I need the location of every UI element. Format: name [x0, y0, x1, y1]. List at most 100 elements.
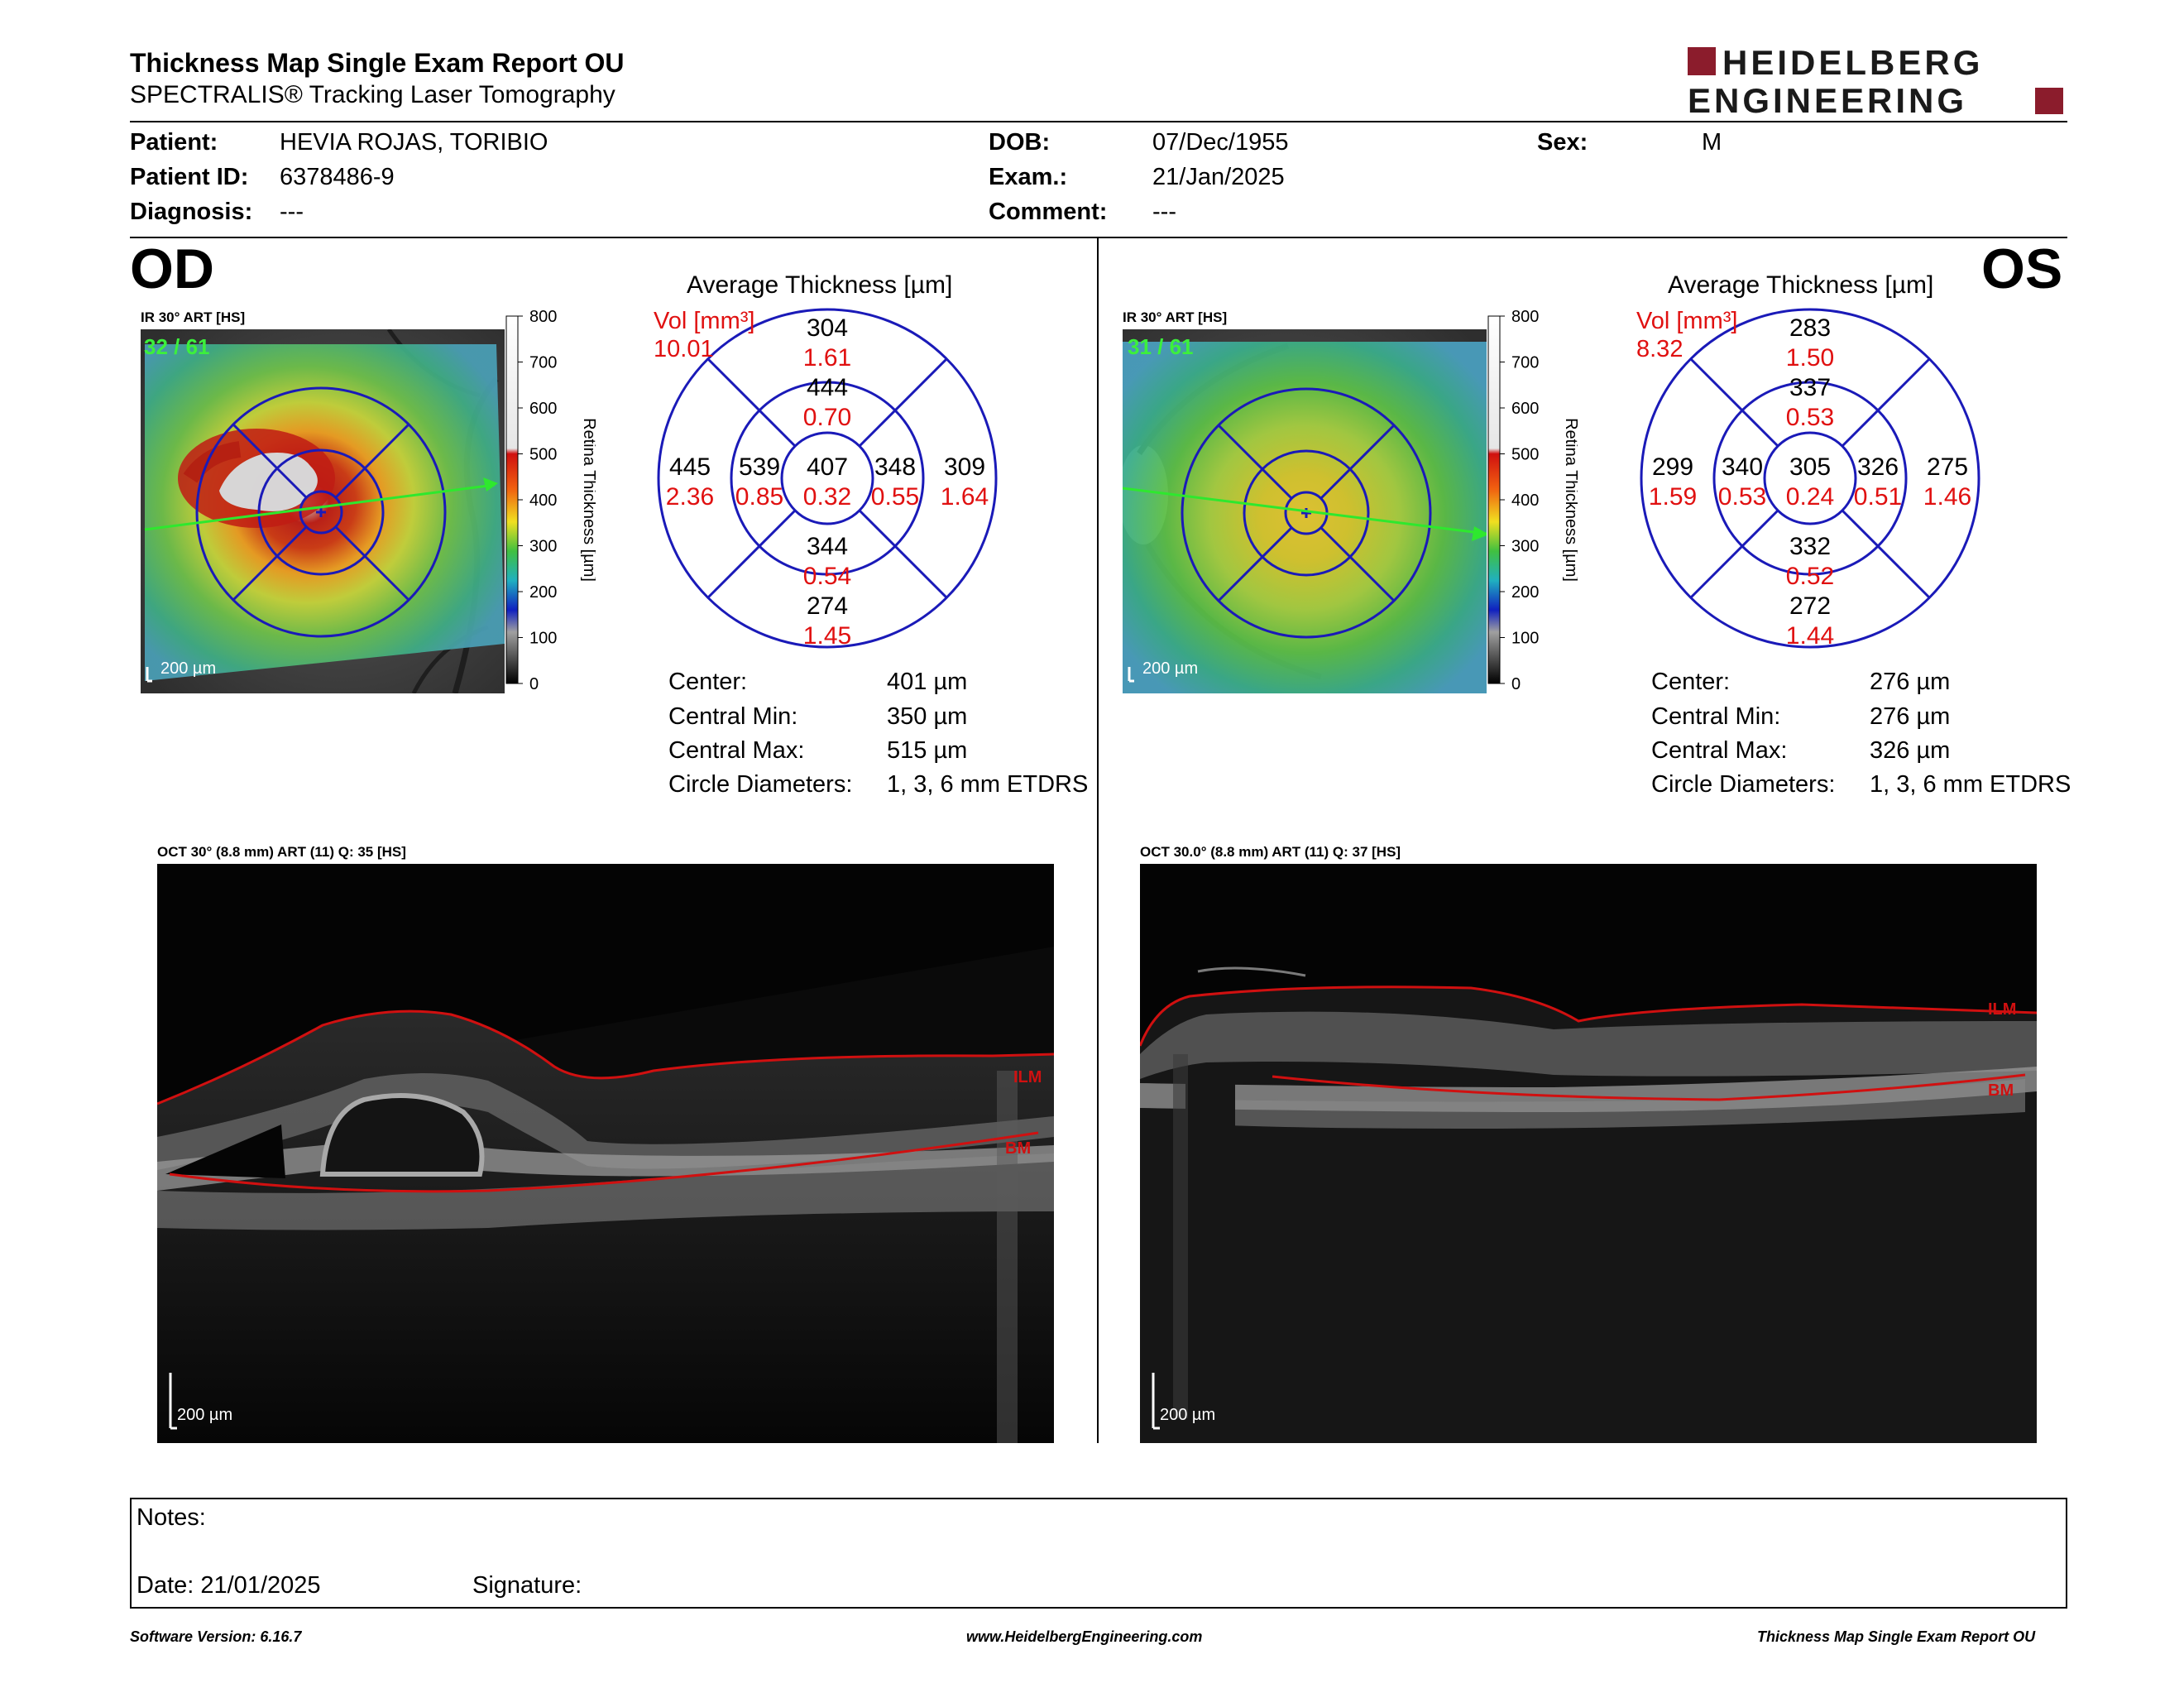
os-inner-inf-thickness: 332: [1789, 533, 1831, 560]
os-ir-thickness-map: 31 / 61 200 µm: [1123, 329, 1487, 693]
os-vol-label: Vol [mm³]: [1636, 308, 1738, 334]
os-outer-inf-volume: 1.44: [1786, 622, 1834, 650]
os-colorbar-tick-label: 800: [1511, 309, 1539, 326]
os-scan-line: [1123, 487, 1487, 535]
od-colorbar-tick-label: 0: [529, 675, 539, 690]
os-outer-sup-volume: 1.50: [1786, 344, 1834, 372]
notes-label: Notes:: [136, 1504, 206, 1531]
os-inner-sup-thickness: 337: [1789, 374, 1831, 401]
os-colorbar-tick-label: 100: [1511, 630, 1539, 648]
os-ir-scale-bar: 200 µm: [1142, 659, 1198, 678]
os-eye-label: OS: [1981, 237, 2063, 300]
od-oct-label: OCT 30° (8.8 mm) ART (11) Q: 35 [HS]: [157, 844, 406, 860]
notes-box[interactable]: Notes: Date: 21/01/2025 Signature:: [130, 1498, 2067, 1609]
os-vol-total: 8.32: [1636, 336, 1684, 362]
od-ir-label: IR 30° ART [HS]: [141, 309, 246, 325]
od-colorbar-tick-label: 500: [529, 446, 557, 464]
logo-line1: HEIDELBERG: [1722, 43, 1983, 82]
os-center-value: 276 µm: [1870, 669, 1951, 695]
od-colorbar-tick-label: 400: [529, 492, 557, 510]
os-inner-left-thickness: 340: [1722, 453, 1763, 481]
eye-divider: [1097, 238, 1099, 1443]
os-center-volume: 0.24: [1786, 483, 1834, 511]
os-colorbar-tick-label: 700: [1511, 354, 1539, 372]
os-colorbar-tick-label: 300: [1511, 538, 1539, 556]
os-inner-right-thickness: 326: [1857, 453, 1899, 481]
od-inner-sup-thickness: 444: [807, 374, 848, 401]
od-vol-label: Vol [mm³]: [654, 308, 755, 334]
od-diameters-label: Circle Diameters:: [668, 771, 853, 798]
os-central-max-label: Central Max:: [1651, 737, 1788, 764]
os-bm-label: BM: [1988, 1081, 2014, 1100]
od-inner-inf-volume: 0.54: [803, 563, 851, 590]
os-outer-sup-thickness: 283: [1789, 314, 1831, 342]
od-center-thickness: 407: [807, 453, 848, 481]
os-colorbar-tick-label: 500: [1511, 446, 1539, 464]
od-inner-sup-volume: 0.70: [803, 404, 851, 431]
os-outer-right-thickness: 275: [1927, 453, 1968, 481]
os-colorbar-tick-label: 200: [1511, 583, 1539, 602]
sex-value: M: [1702, 129, 1722, 156]
od-outer-sup-thickness: 304: [807, 314, 848, 342]
od-outer-inf-thickness: 274: [807, 592, 848, 620]
os-outer-left-volume: 1.59: [1649, 483, 1697, 511]
os-inner-left-volume: 0.53: [1718, 483, 1766, 511]
od-outer-inf-volume: 1.45: [803, 622, 851, 650]
notes-date: Date: 21/01/2025: [136, 1572, 321, 1599]
od-center-label: Center:: [668, 669, 748, 695]
os-oct-scale-bar: 200 µm: [1160, 1406, 1215, 1424]
od-outer-right-volume: 1.64: [941, 483, 989, 511]
logo-line2: ENGINEERING: [1688, 81, 1967, 117]
dob-value: 07/Dec/1955: [1152, 129, 1289, 156]
od-bm-line: [169, 1131, 1039, 1193]
od-inner-left-volume: 0.85: [735, 483, 783, 511]
od-colorbar-tick-label: 600: [529, 400, 557, 418]
od-avg-title: Average Thickness [µm]: [687, 271, 953, 299]
os-outer-right-volume: 1.46: [1923, 483, 1971, 511]
dob-label: DOB:: [989, 129, 1051, 156]
report-subtitle: SPECTRALIS® Tracking Laser Tomography: [130, 81, 615, 108]
patient-name: HEVIA ROJAS, TORIBIO: [280, 129, 548, 156]
od-colorbar-tick-label: 100: [529, 630, 557, 648]
od-etdrs-overlay: [195, 386, 447, 638]
notes-signature-label: Signature:: [472, 1572, 582, 1599]
patient-id-label: Patient ID:: [130, 164, 249, 190]
report-title: Thickness Map Single Exam Report OU: [130, 48, 625, 78]
os-center-label: Center:: [1651, 669, 1731, 695]
os-colorbar: 800 700 600 500 400 300 200 100 0 Retina Thicknes…: [1487, 308, 1580, 693]
od-diameters-value: 1, 3, 6 mm ETDRS: [887, 771, 1089, 798]
patient-label: Patient:: [130, 129, 218, 156]
comment-label: Comment:: [989, 199, 1108, 225]
os-bm-line: [1272, 1073, 2026, 1101]
od-colorbar-tick-label: 700: [529, 354, 557, 372]
od-vol-total: 10.01: [654, 336, 714, 362]
diagnosis-label: Diagnosis:: [130, 199, 253, 225]
od-ir-counter: 32 / 61: [144, 334, 210, 359]
od-colorbar-tick-label: 800: [529, 309, 557, 326]
os-inner-right-volume: 0.51: [1854, 483, 1902, 511]
os-oct-label: OCT 30.0° (8.8 mm) ART (11) Q: 37 [HS]: [1140, 844, 1401, 860]
os-ilm-label: ILM: [1988, 1000, 2016, 1019]
footer-website[interactable]: www.HeidelbergEngineering.com: [966, 1628, 1203, 1645]
os-inner-sup-volume: 0.53: [1786, 404, 1834, 431]
os-diameters-label: Circle Diameters:: [1651, 771, 1836, 798]
od-oct-bscan: ILM BM 200 µm: [157, 864, 1054, 1443]
os-outer-left-thickness: 299: [1652, 453, 1693, 481]
od-central-max-label: Central Max:: [668, 737, 805, 764]
patient-id: 6378486-9: [280, 164, 395, 190]
os-colorbar-tick-label: 0: [1511, 675, 1521, 690]
os-ir-label: IR 30° ART [HS]: [1123, 309, 1228, 325]
os-colorbar-title: Retina Thickness [µm]: [1562, 418, 1578, 582]
od-inner-left-thickness: 539: [739, 453, 780, 481]
od-outer-sup-volume: 1.61: [803, 344, 851, 372]
footer-software-version: Software Version: 6.16.7: [130, 1628, 302, 1645]
od-central-min-label: Central Min:: [668, 703, 798, 730]
os-central-min-value: 276 µm: [1870, 703, 1951, 730]
sex-label: Sex:: [1537, 129, 1588, 156]
od-oct-scale-bar: 200 µm: [177, 1406, 232, 1424]
od-ilm-line: [157, 1009, 1054, 1105]
od-outer-left-volume: 2.36: [666, 483, 714, 511]
od-central-min-value: 350 µm: [887, 703, 968, 730]
comment-value: ---: [1152, 199, 1176, 225]
header-rule-bottom: [130, 237, 2067, 238]
